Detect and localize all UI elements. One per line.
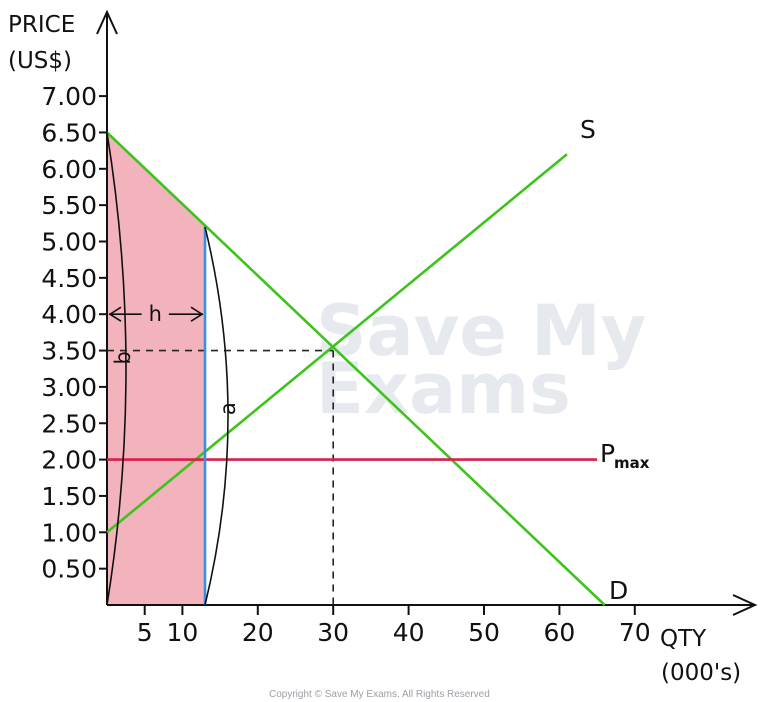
x-tick-label: 20 — [242, 618, 274, 647]
y-tick-label: 0.50 — [41, 555, 97, 584]
y-tick-label: 5.50 — [41, 191, 97, 220]
x-tick-label: 70 — [619, 618, 651, 647]
x-ticks: 5 10 20 30 40 50 60 70 — [137, 605, 651, 647]
copyright-notice: Copyright © Save My Exams. All Rights Re… — [269, 689, 490, 700]
watermark-line1: Save My — [316, 290, 646, 372]
series-lines — [106, 131, 606, 606]
equilibrium-guides — [107, 349, 335, 605]
y-axis-title-line1: PRICE — [8, 12, 75, 38]
x-axis-arrow-icon — [732, 594, 758, 616]
y-tick-label: 4.50 — [41, 264, 97, 293]
y-axis-arrow-icon — [96, 9, 118, 35]
x-tick-label: 5 — [137, 618, 153, 647]
x-axis-title-line1: QTY — [660, 626, 707, 652]
base-a-label: a — [216, 402, 240, 415]
base-b-label: b — [111, 351, 135, 364]
base-a-bracket — [204, 226, 229, 606]
annotations: b a h — [106, 132, 240, 606]
y-tick-label: 6.50 — [41, 118, 97, 147]
y-tick-label: 4.00 — [41, 300, 97, 329]
demand-curve — [106, 131, 606, 606]
pmax-label: P — [600, 439, 615, 468]
y-tick-label: 1.50 — [41, 482, 97, 511]
x-axis-title-line2: (000's) — [661, 660, 741, 686]
height-arrowhead-right-icon — [190, 306, 204, 322]
y-tick-label: 3.00 — [41, 373, 97, 402]
y-tick-label: 2.00 — [41, 446, 97, 475]
height-arrowhead-left-icon — [108, 306, 122, 322]
x-tick-label: 30 — [317, 618, 349, 647]
y-tick-label: 5.00 — [41, 228, 97, 257]
height-label: h — [149, 302, 162, 326]
axes — [96, 9, 758, 616]
x-tick-label: 40 — [393, 618, 425, 647]
y-ticks: 0.50 1.00 1.50 2.00 2.50 3.00 3.50 4.00 4.50 5.00… — [41, 82, 107, 584]
y-axis-title-line2: (US$) — [8, 48, 72, 74]
y-tick-label: 1.00 — [41, 518, 97, 547]
y-tick-label: 6.00 — [41, 155, 97, 184]
y-tick-label: 7.00 — [41, 82, 97, 111]
shaded-area — [107, 132, 206, 605]
x-tick-label: 10 — [166, 618, 198, 647]
pmax-subscript: max — [614, 454, 650, 472]
x-tick-label: 60 — [543, 618, 575, 647]
x-tick-label: 50 — [468, 618, 500, 647]
y-tick-label: 3.50 — [41, 337, 97, 366]
y-tick-label: 2.50 — [41, 409, 97, 438]
base-b-bracket — [106, 132, 127, 606]
watermark: Save My Exams — [316, 290, 646, 430]
watermark-line2: Exams — [316, 348, 571, 430]
demand-label: D — [609, 576, 628, 605]
supply-curve — [106, 153, 568, 534]
supply-label: S — [580, 115, 596, 144]
